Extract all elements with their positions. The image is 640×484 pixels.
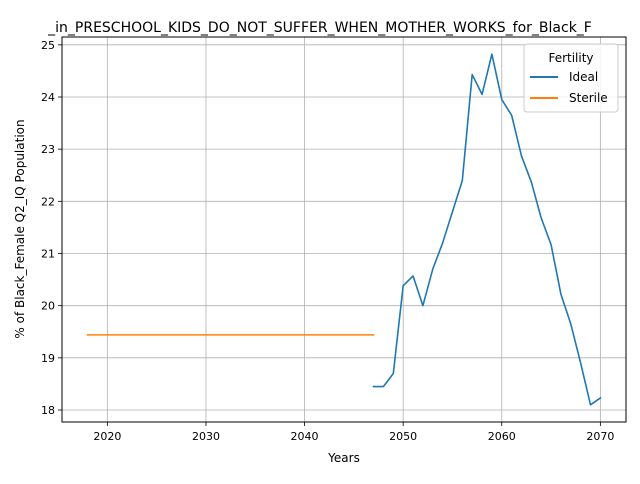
y-axis-label: % of Black_Female Q2_IQ Population — [13, 119, 27, 338]
series-line-ideal — [372, 53, 602, 406]
legend-label-ideal: Ideal — [569, 70, 598, 84]
legend: Fertility Ideal Sterile — [523, 43, 619, 113]
y-tick-label: 22 — [41, 195, 55, 208]
axis-ticks: 2020 2030 2040 2050 2060 2070 18 19 20 21 22 23 24 25 — [41, 39, 614, 443]
x-tick-label: 2050 — [389, 430, 417, 443]
legend-title: Fertility — [548, 51, 593, 65]
y-tick-label: 23 — [41, 143, 55, 156]
y-tick-label: 24 — [41, 91, 55, 104]
x-tick-label: 2060 — [488, 430, 516, 443]
x-tick-label: 2070 — [586, 430, 614, 443]
grid-lines — [62, 37, 626, 422]
y-tick-label: 18 — [41, 404, 55, 417]
series-lines — [86, 53, 602, 406]
y-tick-label: 21 — [41, 247, 55, 260]
y-tick-label: 19 — [41, 352, 55, 365]
x-tick-label: 2040 — [291, 430, 319, 443]
x-tick-label: 2030 — [192, 430, 220, 443]
legend-label-sterile: Sterile — [569, 91, 608, 105]
axes-frame — [61, 36, 627, 423]
y-tick-label: 20 — [41, 300, 55, 313]
y-tick-label: 25 — [41, 39, 55, 52]
legend-box — [523, 43, 619, 113]
x-tick-label: 2020 — [93, 430, 121, 443]
x-axis-label: Years — [327, 451, 360, 465]
chart-title: _in_PRESCHOOL_KIDS_DO_NOT_SUFFER_WHEN_MO… — [47, 20, 592, 36]
